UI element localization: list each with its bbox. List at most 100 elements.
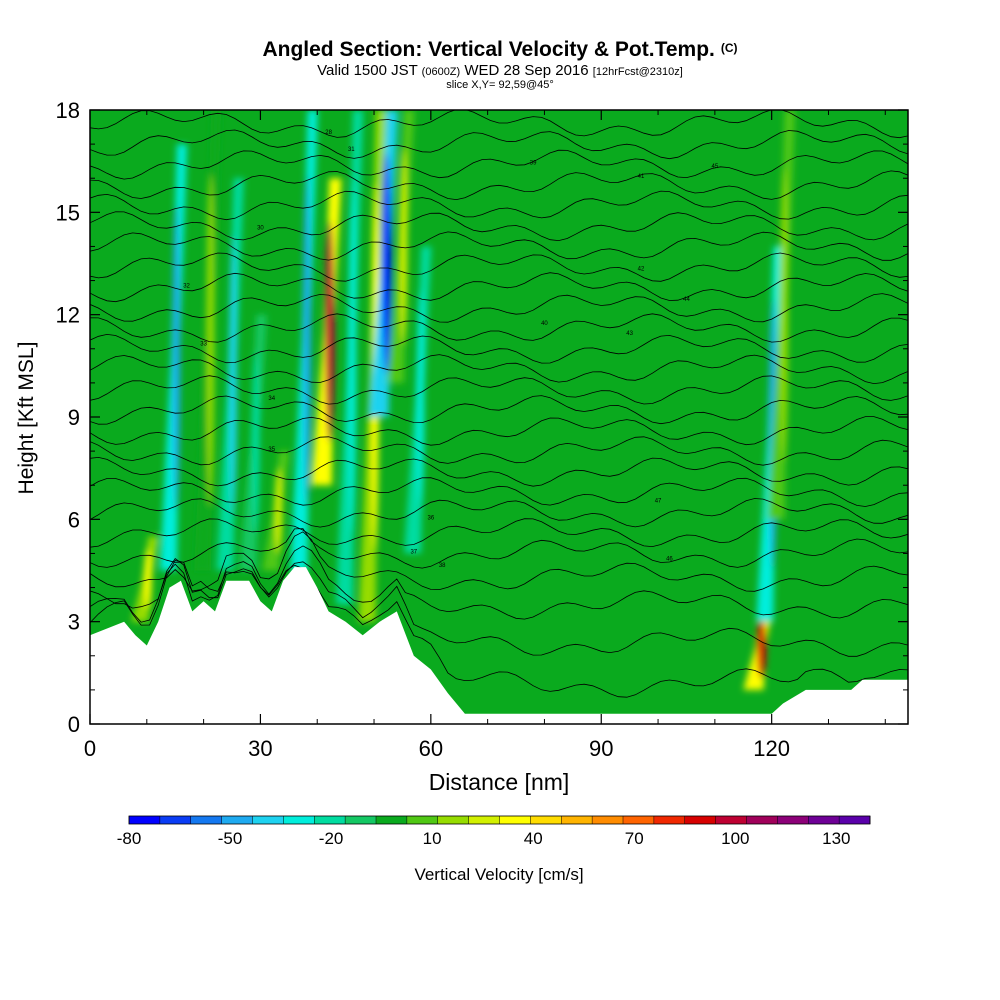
velocity-core [780,167,788,463]
contour-label: 31 [348,147,355,153]
theta-contour [90,416,908,446]
theta-contour [90,528,908,569]
theta-contour [90,293,908,323]
slice-label: slice X,Y= 92,59@45° [446,79,554,91]
theta-contour [90,190,908,221]
y-tick-label: 18 [56,98,80,123]
theta-contour [90,558,908,657]
velocity-core [252,350,260,535]
x-tick-label: 90 [589,736,613,761]
contour-label: 43 [626,331,633,337]
theta-contour [90,375,908,405]
colorbar-swatch [159,816,192,824]
theta-contour [90,560,908,698]
colorbar-tick-label: -80 [117,829,142,848]
theta-contour [90,170,908,201]
contour-label: 45 [712,164,719,170]
colorbar-swatch [406,816,439,824]
colorbar-swatch [499,816,531,824]
colorbar-swatch [715,816,747,824]
x-tick-label: 30 [248,736,272,761]
colorbar-tick-label: -50 [218,829,243,848]
contour-label: 35 [268,447,275,453]
colorbar-tick-label: 70 [625,829,644,848]
colorbar-tick-label: -20 [319,829,344,848]
plot-area: 28 30 31 32 33 34 35 36 37 38 39 40 41 42 43 44 45 46 47 [90,110,908,724]
theta-contour [90,231,908,261]
colorbar-swatch [252,816,284,824]
colorbar-swatch [623,816,655,824]
colorbar: -80 -50 -20 10 40 70 100 130 [117,815,871,848]
contour-label: 38 [439,563,446,569]
colorbar-swatch [561,816,593,824]
x-tick-label: 60 [419,736,443,761]
theta-contour [90,333,908,364]
colorbar-label: Vertical Velocity [cm/s] [414,865,583,884]
theta-contours: 28 30 31 32 33 34 35 36 37 38 39 40 41 42 43 44 45 46 47 [90,110,908,698]
contour-label: 33 [200,341,207,347]
colorbar-swatch [314,816,346,824]
colorbar-swatch [221,816,253,824]
colorbar-swatch [808,816,840,824]
contour-label: 41 [638,174,645,180]
colorbar-swatch [190,816,223,824]
contour-label: 47 [655,498,662,504]
contour-label: 30 [257,225,264,231]
colorbar-swatch [437,816,470,824]
theta-contour [90,456,908,487]
y-tick-label: 0 [68,712,80,737]
velocity-core [303,174,311,507]
chart-title: Angled Section: Vertical Velocity & Pot.… [262,38,737,61]
contour-label: 40 [541,321,548,327]
contour-label: 32 [183,283,190,289]
colorbar-swatch [376,816,408,824]
theta-contour [90,149,908,180]
velocity-core [206,174,215,507]
velocity-core [229,233,237,516]
colorbar-swatch [839,816,871,824]
velocity-core [325,221,335,443]
theta-contour [90,313,908,343]
velocity-core [416,289,425,511]
contour-label: 46 [666,556,673,562]
x-tick-label: 0 [84,736,96,761]
x-axis-label: Distance [nm] [429,769,570,795]
colorbar-swatch [653,816,686,824]
y-tick-label: 3 [68,610,80,635]
theta-contour [90,498,908,528]
contour-label: 39 [530,161,537,167]
theta-contour [90,110,908,139]
x-tick-label: 120 [753,736,790,761]
velocity-core [144,548,152,610]
theta-contour [90,477,908,507]
contour-label: 44 [683,297,690,303]
contour-label: 37 [410,549,417,555]
colorbar-swatch [592,816,624,824]
theta-contour [90,211,908,242]
y-tick-label: 9 [68,405,80,430]
colorbar-swatch [129,816,161,824]
y-tick-label: 15 [56,200,80,225]
theta-contour [90,531,908,592]
theta-contour [90,129,908,160]
colorbar-swatch [283,816,315,824]
velocity-core [348,179,357,536]
colorbar-tick-label: 100 [721,829,749,848]
terrain [90,567,908,724]
colorbar-tick-label: 40 [524,829,543,848]
y-tick-label: 6 [68,507,80,532]
contour-label: 34 [268,396,275,402]
y-tick-label: 12 [56,303,80,328]
theta-contour [90,545,908,620]
theta-contour [90,395,908,425]
theta-contour [90,252,908,282]
chart-subtitle: Valid 1500 JST (0600Z) WED 28 Sep 2016 [… [317,62,683,79]
velocity-core [172,203,181,511]
velocity-core [399,148,408,345]
colorbar-swatch [746,816,778,824]
y-axis-label: Height [Kft MSL] [15,342,38,495]
contour-label: 28 [325,130,332,136]
contour-label: 36 [427,515,434,521]
